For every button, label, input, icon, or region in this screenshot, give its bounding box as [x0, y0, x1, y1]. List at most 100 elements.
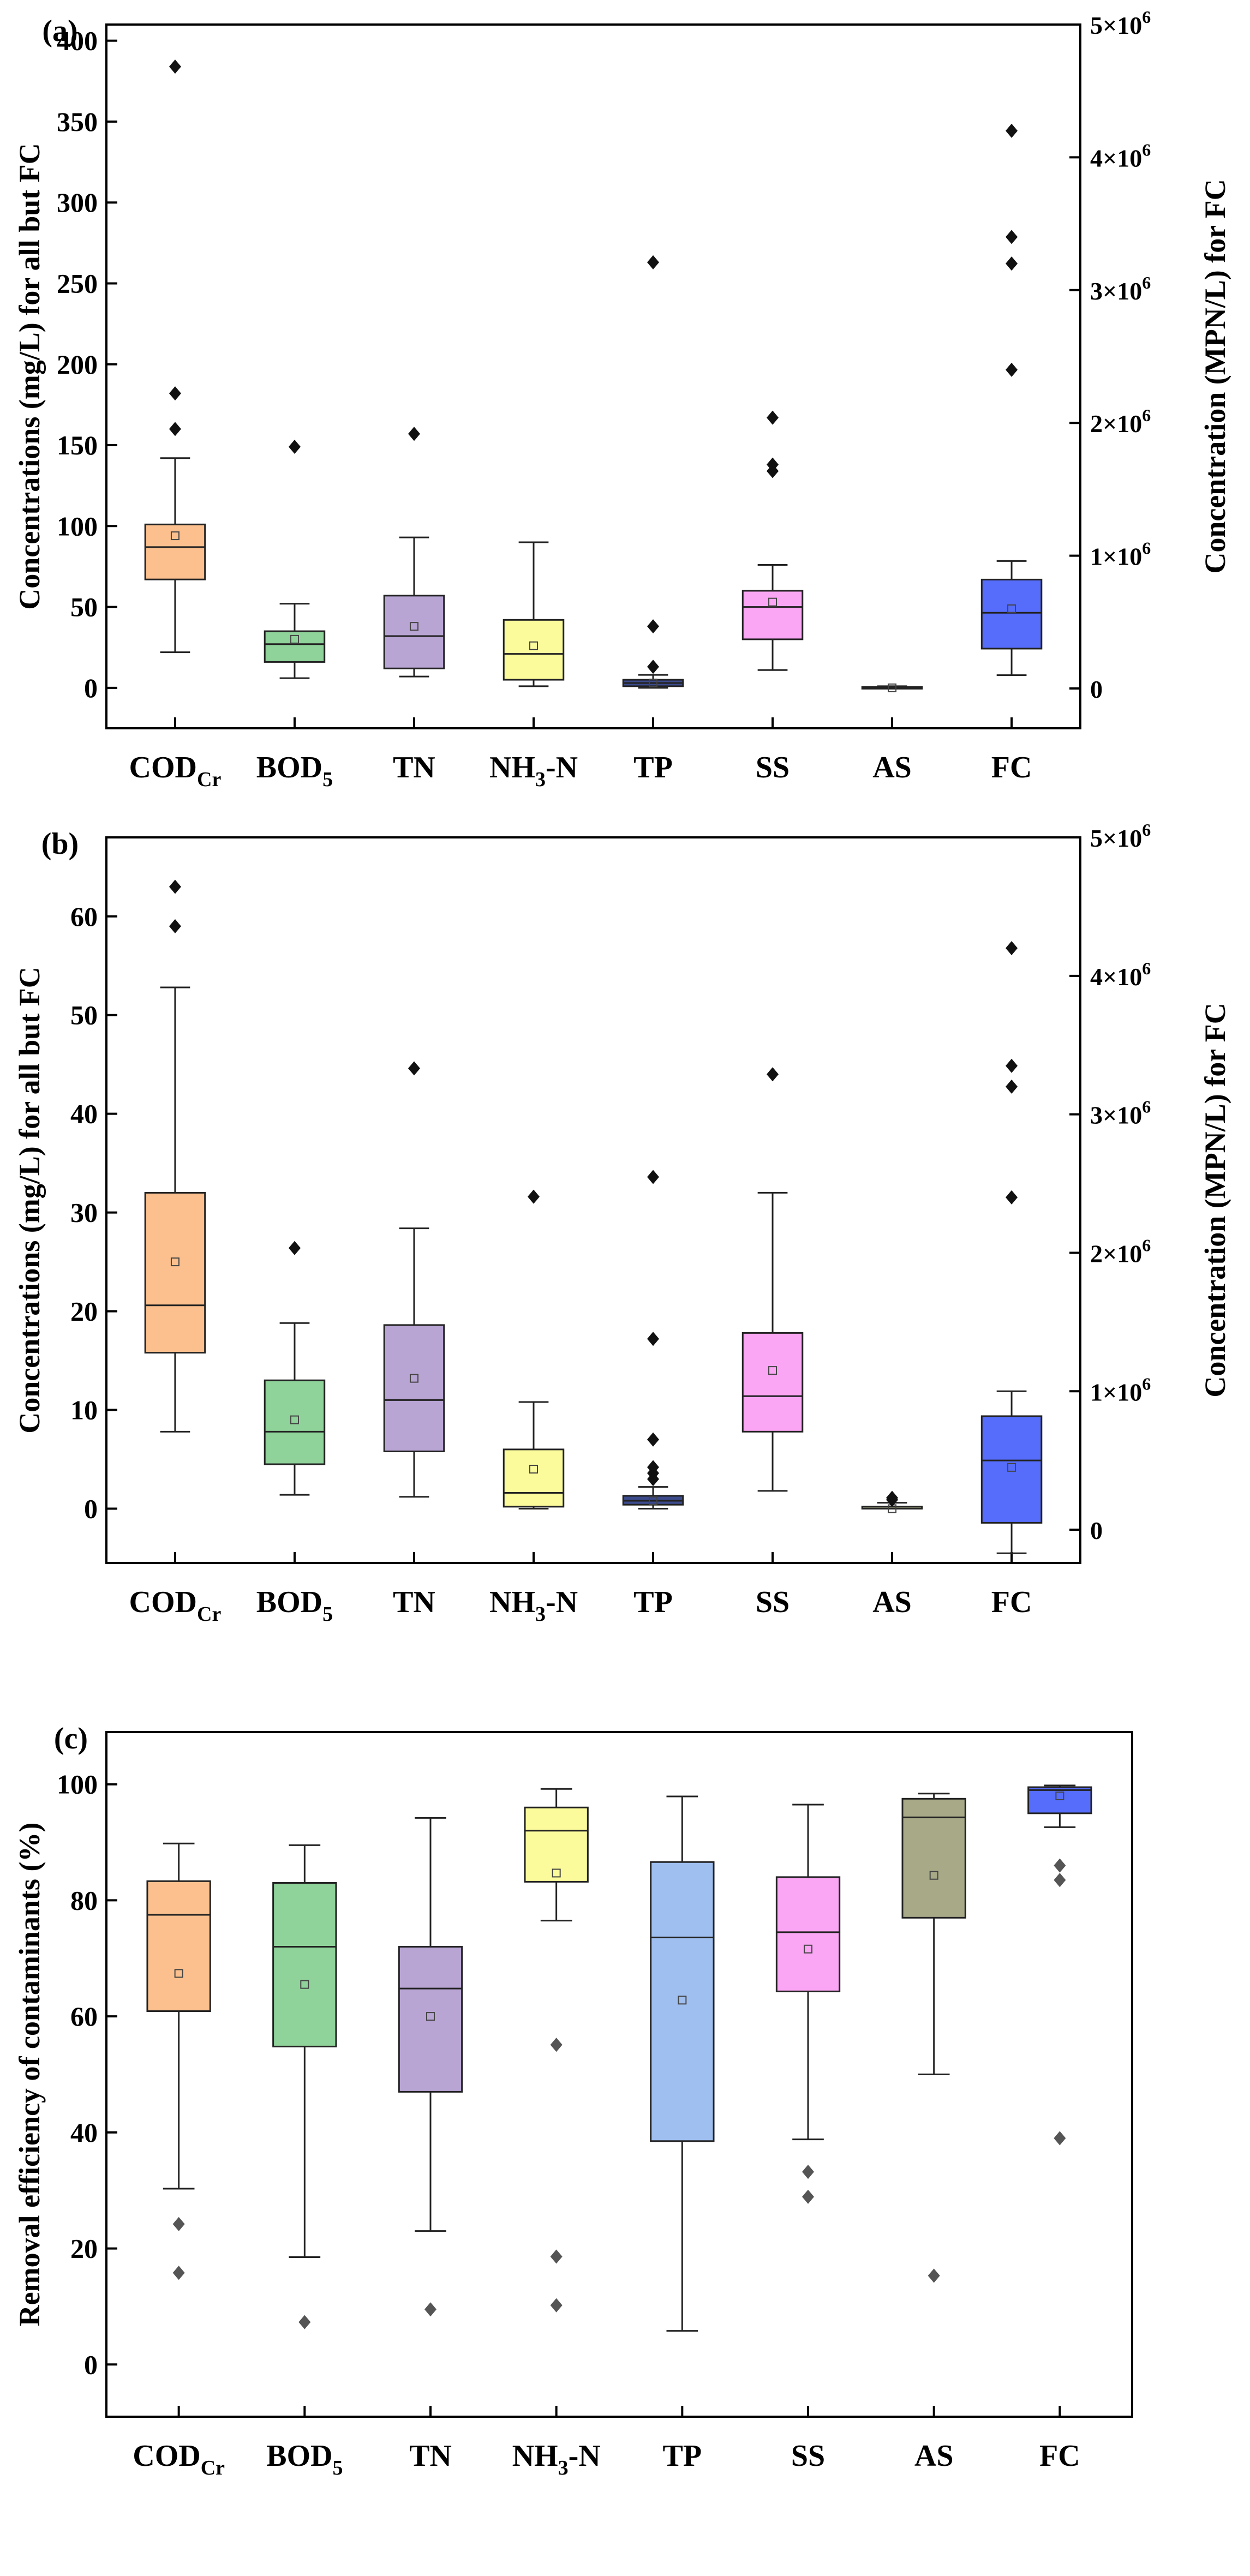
mean-marker: [409, 622, 418, 631]
mean-marker: [768, 597, 777, 607]
outlier-point: [767, 410, 779, 425]
box-iqr: [524, 1806, 589, 1883]
text-part: 0: [1090, 1517, 1103, 1544]
category-label: BOD5: [256, 1585, 333, 1626]
text-part: BOD: [256, 751, 322, 784]
y-tick-label: 20: [70, 1296, 98, 1327]
outlier-point: [550, 2038, 563, 2052]
text-part: FC: [991, 1585, 1032, 1619]
text-part: SS: [756, 1585, 790, 1619]
y2-axis-title: Concentration (MPN/L) for FC: [1199, 1003, 1231, 1397]
outlier-point: [647, 1170, 660, 1184]
box-NH3N: [503, 1189, 565, 1509]
plot-frame: [105, 23, 1081, 729]
outlier-point: [550, 2298, 563, 2313]
y-tick-label: 100: [57, 1769, 98, 1800]
text-part: TP: [633, 1585, 673, 1619]
box-AS: [861, 1490, 923, 1513]
mean-marker: [290, 1415, 299, 1424]
mean-marker: [1055, 1791, 1064, 1800]
y2-tick-label: 1×106: [1090, 538, 1151, 571]
category-label: AS: [872, 1585, 912, 1619]
text-part: 3: [535, 768, 546, 791]
outlier-point: [288, 440, 301, 454]
category-label: SS: [756, 751, 790, 784]
mean-marker: [649, 678, 658, 687]
category-label: AS: [872, 751, 912, 784]
outlier-point: [1006, 256, 1018, 271]
y-tick-label: 350: [57, 106, 98, 137]
box-iqr: [980, 578, 1043, 650]
category-label: AS: [914, 2439, 954, 2473]
mean-marker: [170, 531, 180, 541]
box-iqr: [741, 590, 804, 640]
text-part: Cr: [201, 2457, 225, 2479]
text-part: 6: [1142, 1097, 1151, 1117]
text-part: -N: [546, 751, 578, 784]
panel-a: (a)050100150200250300350400Concentration…: [13, 7, 1231, 791]
y-tick-label: 0: [84, 1493, 98, 1524]
box-iqr: [383, 1324, 445, 1453]
outlier-point: [1006, 1190, 1018, 1205]
mean-marker: [678, 1996, 687, 2005]
y-tick-label: 80: [70, 1885, 98, 1915]
mean-marker: [174, 1969, 183, 1978]
text-part: AS: [872, 751, 912, 784]
text-part: COD: [133, 2439, 200, 2473]
outlier-point: [1006, 230, 1018, 244]
mean-marker: [1007, 604, 1016, 613]
category-label: NH3-N: [489, 751, 578, 791]
text-part: COD: [129, 1585, 197, 1619]
text-part: 5: [332, 2457, 343, 2479]
outlier-point: [647, 255, 660, 269]
box-TN: [383, 1061, 445, 1498]
plot-frame: [105, 1731, 1133, 2418]
outlier-point: [408, 1061, 420, 1076]
box-CODCr: [146, 1842, 211, 2280]
mean-marker: [409, 1374, 418, 1383]
box-iqr: [980, 1415, 1043, 1524]
mean-marker: [529, 1465, 538, 1474]
y-tick-label: 40: [70, 2117, 98, 2148]
text-part: 3×10: [1090, 1101, 1142, 1129]
text-part: 5×10: [1090, 11, 1142, 39]
outlier-point: [647, 1460, 660, 1475]
outlier-point: [172, 2266, 185, 2280]
y-tick-label: 0: [84, 673, 98, 703]
y-tick-label: 40: [70, 1099, 98, 1129]
panel-label: (a): [42, 14, 77, 48]
y-tick-label: 60: [70, 901, 98, 932]
text-part: NH: [489, 1585, 535, 1619]
outlier-point: [928, 2268, 940, 2283]
y-tick-label: 250: [57, 268, 98, 298]
outlier-point: [169, 386, 181, 401]
text-part: SS: [791, 2439, 825, 2473]
y-tick-label: 0: [84, 2349, 98, 2380]
text-part: 6: [1142, 273, 1151, 292]
y-tick-label: 10: [70, 1395, 98, 1425]
outlier-point: [408, 427, 420, 441]
outlier-point: [1006, 1058, 1018, 1073]
text-part: 4×10: [1090, 963, 1142, 991]
text-part: Cr: [197, 1603, 221, 1626]
box-iqr: [144, 1191, 206, 1354]
panel-c: (c) 0 20 40 60 80 100 Removal efficiency of con…: [13, 1722, 1133, 2479]
category-label: BOD5: [266, 2439, 343, 2479]
category-label: FC: [991, 1585, 1032, 1619]
box-iqr: [398, 1946, 463, 2093]
box-CODCr: [144, 59, 206, 654]
text-part: 4×10: [1090, 144, 1142, 172]
text-part: 0: [1090, 675, 1103, 703]
mean-marker: [649, 1496, 658, 1505]
box-AS: [901, 1793, 966, 2283]
outlier-point: [802, 2165, 815, 2179]
outlier-point: [550, 2249, 563, 2264]
box-TP_ab: [622, 1170, 684, 1509]
outlier-point: [647, 660, 660, 674]
text-part: 6: [1142, 820, 1151, 840]
outlier-point: [169, 422, 181, 436]
category-label: CODCr: [129, 751, 222, 791]
y-tick-label: 60: [70, 2001, 98, 2032]
y2-tick-label: 0: [1090, 675, 1103, 703]
